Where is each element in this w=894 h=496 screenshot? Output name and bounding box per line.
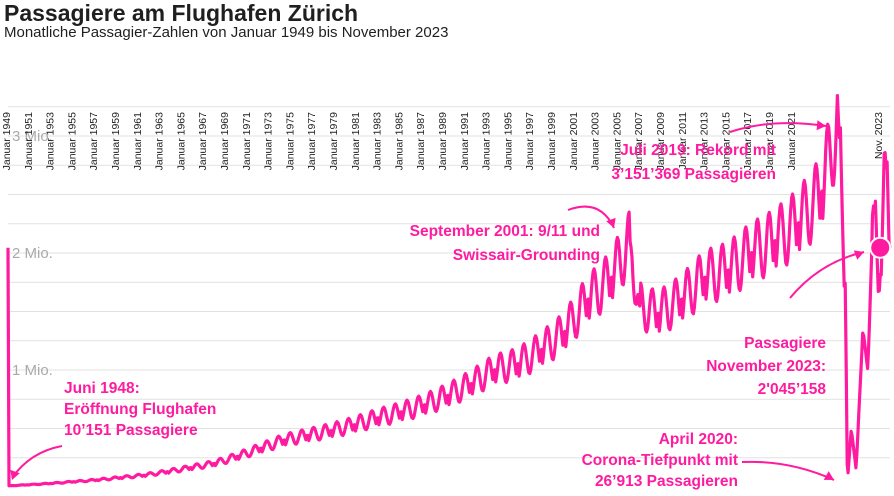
annotation-arrow — [789, 251, 865, 299]
annotation-line: April 2020: — [659, 431, 738, 448]
annotation-arrow — [729, 122, 827, 133]
x-tick-label: Januar 1969 — [219, 112, 231, 171]
y-axis-label: 1 Mio. — [12, 362, 53, 379]
x-tick-label: Januar 1981 — [350, 112, 362, 171]
annotation-line: 3’151’369 Passagieren — [611, 166, 776, 183]
x-tick-label: Januar 2005 — [611, 112, 623, 171]
x-tick-label: Januar 1995 — [502, 112, 514, 171]
x-tick-label: Januar 1955 — [66, 112, 78, 171]
annotation-arrowhead — [816, 120, 826, 131]
annotation-line: Juli 2019: Rekord mit — [620, 142, 776, 159]
x-tick-label: Januar 2021 — [786, 112, 798, 171]
annotation-line: Swissair-Grounding — [453, 247, 600, 264]
x-tick-label: Januar 1999 — [546, 112, 558, 171]
annotation-text: September 2001: 9/11 und Swissair-Groundi… — [410, 223, 600, 264]
x-tick-label: Januar 2009 — [655, 112, 667, 171]
x-tick-label: Januar 1979 — [328, 112, 340, 171]
x-tick-label: Januar 2019 — [764, 112, 776, 171]
x-tick-label: Januar 1989 — [437, 112, 449, 171]
annotation-arrows — [10, 120, 865, 481]
annotation-arrowhead — [823, 471, 834, 480]
annotation-text: Juli 2019: Rekord mit 3’151’369 Passagier… — [611, 142, 776, 183]
series-line — [6, 94, 892, 488]
x-tick-label: Januar 1953 — [45, 112, 57, 171]
annotation-line: Eröffnung Flughafen — [64, 401, 216, 418]
x-tick-label: Januar 2015 — [720, 112, 732, 171]
x-tick-label: Januar 2013 — [699, 112, 711, 171]
y-axis-label: 2 Mio. — [12, 245, 53, 262]
x-tick-label: Januar 1967 — [197, 112, 209, 171]
x-tick-label: Januar 1959 — [110, 112, 122, 171]
x-tick-label: Januar 1997 — [524, 112, 536, 171]
x-tick-label: Januar 1949 — [1, 112, 13, 171]
annotation-line: Passagiere — [744, 335, 826, 352]
chart-title: Passagiere am Flughafen Zürich — [4, 0, 359, 26]
annotation-line: 2'045’158 — [758, 381, 827, 398]
x-tick-label: Januar 1983 — [372, 112, 384, 171]
annotation-arrowhead — [10, 469, 20, 480]
x-tick-label: Januar 1961 — [132, 112, 144, 171]
x-tick-label: Januar 1991 — [459, 112, 471, 171]
annotation-line: 26’913 Passagieren — [595, 473, 738, 490]
passenger-series-line — [6, 94, 892, 488]
annotation-line: Corona-Tiefpunkt mit — [582, 452, 738, 469]
x-tick-label: Januar 1957 — [88, 112, 100, 171]
x-tick-label: Januar 2007 — [633, 112, 645, 171]
x-tick-label: Januar 1985 — [393, 112, 405, 171]
x-tick-label: Januar 1963 — [154, 112, 166, 171]
x-tick-label: Januar 1987 — [415, 112, 427, 171]
x-tick-label: Januar 1993 — [481, 112, 493, 171]
annotation-text: Passagiere November 2023: 2'045’158 — [706, 335, 826, 398]
annotation-text: Juni 1948: Eröffnung Flughafen 10’151 Pass… — [64, 380, 216, 439]
annotation-arrowhead — [853, 250, 864, 260]
annotations: Juni 1948: Eröffnung Flughafen 10’151 Pass… — [64, 142, 826, 490]
chart-subtitle: Monatliche Passagier-Zahlen von Januar 1… — [4, 24, 449, 41]
y-axis-label: 3 Mio. — [12, 128, 53, 145]
annotation-arrow — [741, 460, 835, 481]
annotation-line: November 2023: — [706, 358, 826, 375]
annotation-arrowhead — [606, 217, 616, 228]
x-tick-label: Januar 1977 — [306, 112, 318, 171]
y-axis-labels: 1 Mio. 2 Mio. 3 Mio. — [12, 128, 53, 379]
x-tick-label: Januar 1965 — [175, 112, 187, 171]
annotation-line: 10’151 Passagiere — [64, 422, 198, 439]
x-tick-label: Januar 1975 — [284, 112, 296, 171]
annotation-line: September 2001: 9/11 und — [410, 223, 600, 240]
x-tick-label: Januar 1971 — [241, 112, 253, 171]
x-tick-label: Januar 2003 — [590, 112, 602, 171]
x-tick-label: Nov. 2023 — [873, 112, 885, 159]
last-value-point — [869, 236, 892, 259]
x-tick-label: Januar 2011 — [677, 112, 689, 170]
x-tick-label: Januar 1973 — [263, 112, 275, 171]
annotation-line: Juni 1948: — [64, 380, 140, 397]
x-tick-label: Januar 2001 — [568, 112, 580, 171]
x-tick-label: Januar 1951 — [23, 112, 35, 171]
x-axis-tick-labels: Januar 1949 Januar 1951 Januar 1953 Januar … — [1, 112, 885, 171]
annotation-text: April 2020: Corona-Tiefpunkt mit 26’913 Pa… — [582, 431, 738, 490]
